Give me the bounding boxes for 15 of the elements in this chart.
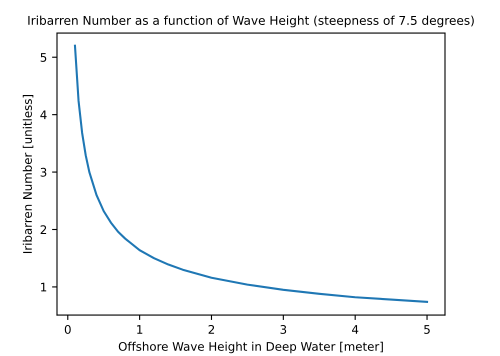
x-axis-title: Offshore Wave Height in Deep Water [meter] xyxy=(118,342,383,354)
x-tick-label: 5 xyxy=(424,325,430,334)
y-tick-label: 1 xyxy=(41,282,46,292)
x-tick-label: 3 xyxy=(280,324,286,334)
line-series xyxy=(74,44,428,303)
chart-title: Iribarren Number as a function of Wave Height (steepness of 7.5 degrees) xyxy=(28,16,474,28)
x-tick-label: 0 xyxy=(64,324,71,334)
y-tick-label: 3 xyxy=(40,168,46,177)
y-tick-label: 5 xyxy=(40,53,46,62)
x-tick-label: 2 xyxy=(208,324,214,334)
y-tick-label: 2 xyxy=(40,225,46,234)
x-tick-label: 1 xyxy=(137,325,142,334)
y-tick-label: 4 xyxy=(40,110,47,120)
x-tick-label: 4 xyxy=(352,325,358,334)
y-axis-title: Iribarren Number [unitless] xyxy=(22,95,34,254)
